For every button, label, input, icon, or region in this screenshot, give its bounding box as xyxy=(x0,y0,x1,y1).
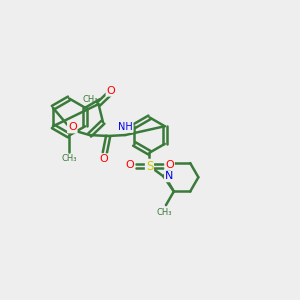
Text: CH₃: CH₃ xyxy=(157,208,172,217)
Text: CH₃: CH₃ xyxy=(62,154,77,164)
Text: O: O xyxy=(99,154,108,164)
Text: O: O xyxy=(125,160,134,170)
Text: O: O xyxy=(106,86,115,96)
Text: O: O xyxy=(165,160,174,170)
Text: N: N xyxy=(165,171,173,181)
Text: NH: NH xyxy=(118,122,133,132)
Text: CH₃: CH₃ xyxy=(82,95,98,104)
Text: O: O xyxy=(68,122,77,133)
Text: S: S xyxy=(146,160,153,172)
